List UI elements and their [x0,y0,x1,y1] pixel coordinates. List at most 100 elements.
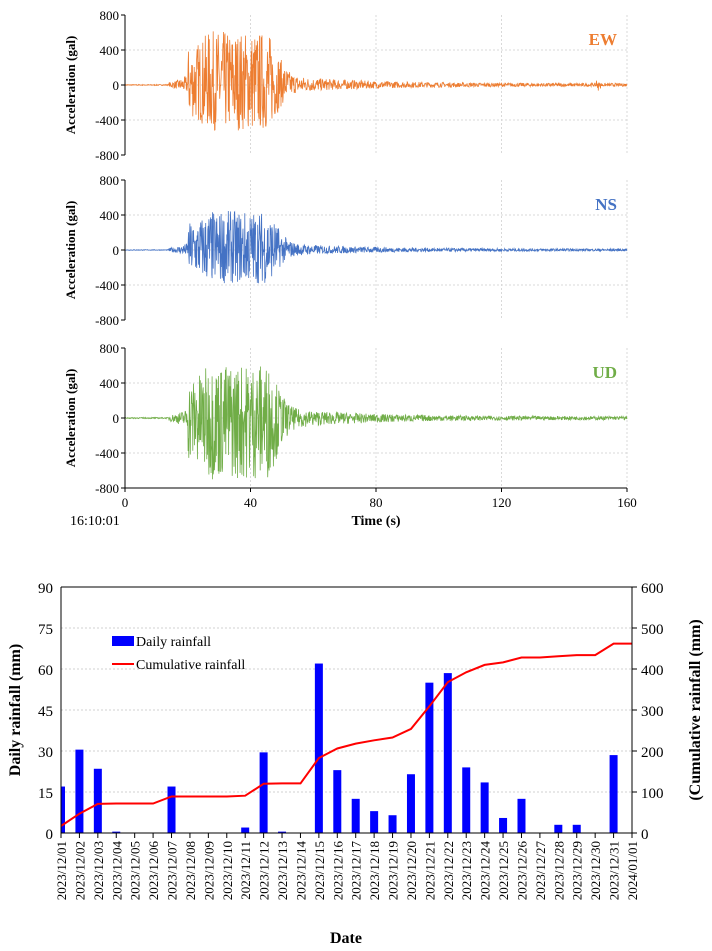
bar-daily-rainfall [167,786,176,833]
x-tick-label: 2023/12/14 [293,841,308,901]
bar-daily-rainfall [370,811,379,833]
bar-daily-rainfall [499,817,508,833]
y-tick-label: 400 [100,208,120,223]
y-tick-label: 0 [113,411,120,426]
y2-tick-label: 500 [641,622,664,638]
panel-label: UD [592,363,617,382]
bar-daily-rainfall [480,782,489,833]
y2-tick-label: 600 [641,581,664,597]
waveform-ud [124,366,628,480]
seismic-panel-ns [121,179,628,321]
x-tick-label: 2023/12/11 [238,841,253,900]
x-tick-label: 2023/12/01 [54,841,69,900]
bar-daily-rainfall [572,824,581,833]
x-tick-label: 2023/12/05 [128,841,143,900]
y2-tick-label: 400 [641,663,664,679]
bar-daily-rainfall [609,755,618,833]
bar-daily-rainfall [75,749,84,833]
legend-swatch-bar [112,636,134,646]
y-tick-label: 15 [38,786,53,802]
x-tick-label: 2023/12/03 [91,841,106,900]
y-tick-label: 800 [100,8,120,23]
line-cumulative-rainfall [60,642,632,827]
legend-label: Daily rainfall [136,635,211,650]
x-tick-label: 2023/12/17 [349,841,364,901]
bar-daily-rainfall [406,774,415,833]
y-tick-label: -400 [95,446,119,461]
x-tick-label: 2023/12/19 [386,841,401,900]
bar-daily-rainfall [517,798,526,833]
y-tick-label: 45 [38,704,53,720]
x-tick-label: 160 [617,495,637,510]
y-tick-label: 400 [100,43,120,58]
bar-daily-rainfall [554,824,563,833]
y-tick-label: -800 [95,313,119,328]
bar-daily-rainfall [112,831,121,833]
x-tick-label: 2023/12/24 [478,841,493,901]
legend-label: Cumulative rainfall [136,658,245,673]
x-tick-label: 2023/12/23 [459,841,474,900]
y-axis-label: Daily rainfall (mm) [7,644,24,776]
seismic-panel-ud [121,347,628,489]
x-tick-label: 120 [492,495,512,510]
x-tick-label: 2023/12/30 [588,841,603,900]
x-tick-label: 2023/12/08 [183,841,198,900]
x-tick-label: 2023/12/09 [201,841,216,900]
x-tick-label: 2023/12/26 [514,841,529,901]
x-axis-label: Date [330,930,362,947]
x-tick-label: 2023/12/28 [551,841,566,900]
x-tick-label: 2023/12/10 [220,841,235,900]
y-tick-label: 0 [46,827,54,843]
x-tick-label: 2023/12/12 [257,841,272,900]
x-tick-label: 2023/12/21 [422,841,437,900]
x-tick-label: 2023/12/31 [607,841,622,900]
y-axis-label: Acceleration (gal) [63,369,78,468]
y-axis-label: Acceleration (gal) [63,36,78,135]
x-tick-label: 2023/12/29 [570,841,585,900]
y-tick-label: 30 [38,745,53,761]
y-tick-label: 800 [100,173,120,188]
bar-daily-rainfall [443,673,452,833]
y2-tick-label: 200 [641,745,664,761]
x-tick-label: 2023/12/27 [533,841,548,901]
x-tick-label: 2023/12/16 [330,841,345,901]
bar-daily-rainfall [259,752,268,833]
y2-tick-label: 300 [641,704,664,720]
x-tick-label: 0 [122,495,129,510]
x-tick-label: 2023/12/02 [72,841,87,900]
y2-tick-label: 100 [641,786,664,802]
x-tick-label: 2023/12/04 [109,841,124,901]
bar-daily-rainfall [351,798,360,833]
x-axis-label: Time (s) [351,514,400,529]
x-tick-label: 80 [370,495,383,510]
x-tick-label: 2023/12/07 [165,841,180,901]
x-tick-label: 2023/12/13 [275,841,290,900]
x-tick-label: 2023/12/22 [441,841,456,900]
y2-tick-label: 0 [641,827,649,843]
y-tick-label: 75 [38,622,53,638]
y-tick-label: -800 [95,148,119,163]
seismic-panel-ew [121,14,628,156]
x-tick-label: 2023/12/06 [146,841,161,901]
x-tick-label: 2023/12/20 [404,841,419,900]
bar-daily-rainfall [278,831,287,833]
y-tick-label: 0 [113,78,120,93]
panel-label: NS [595,195,617,214]
y-axis-label: Acceleration (gal) [63,201,78,300]
x-tick-label: 40 [244,495,257,510]
bar-daily-rainfall [388,815,397,833]
legend [112,636,134,665]
bar-daily-rainfall [314,663,323,833]
y-tick-label: 400 [100,376,120,391]
bar-daily-rainfall [93,768,102,833]
x-tick-label: 2023/12/18 [367,841,382,900]
waveform-ew [124,31,628,131]
start-time-label: 16:10:01 [70,514,120,529]
bar-daily-rainfall [333,770,342,833]
panel-label: EW [589,30,617,49]
x-tick-label: 2024/01/01 [625,841,640,900]
bar-daily-rainfall [425,682,434,833]
bar-daily-rainfall [462,767,471,833]
